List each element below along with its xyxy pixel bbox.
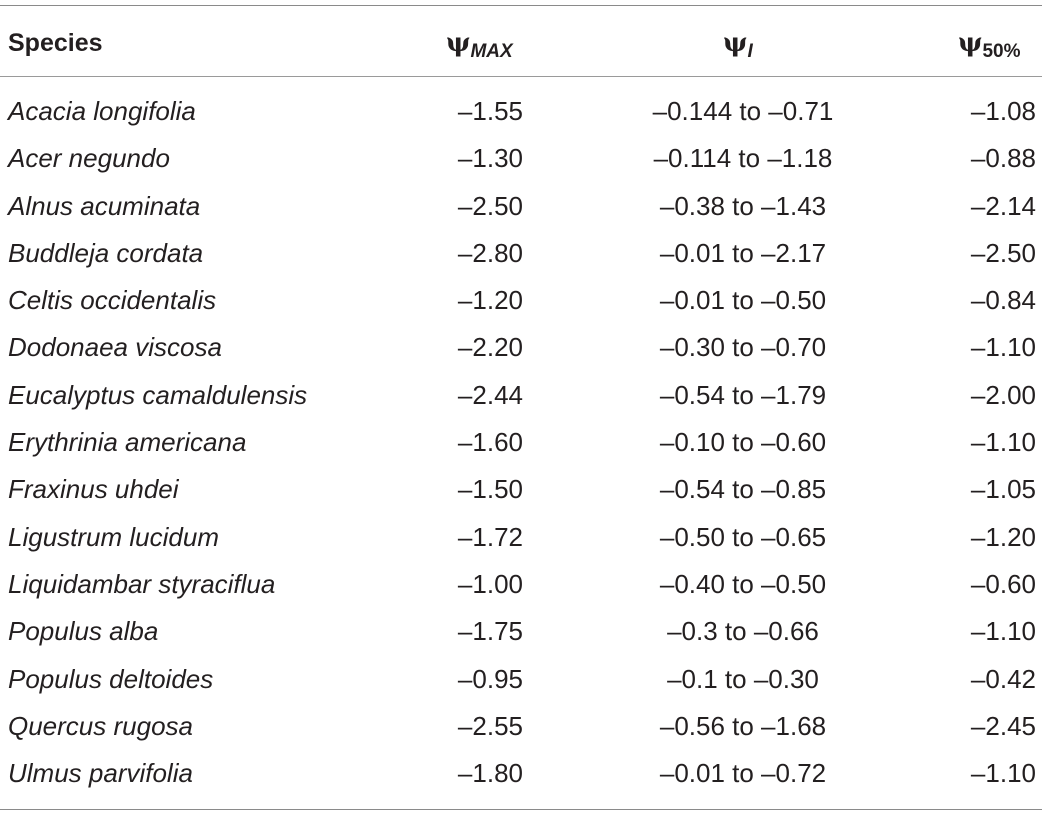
header-psi-max: ψMAX — [446, 22, 513, 67]
header-50-subscript: 50% — [982, 41, 1021, 62]
cell-species: Ulmus parvifolia — [8, 758, 193, 789]
header-psi-50: ψ50% — [958, 22, 1021, 67]
table-row: Fraxinus uhdei –1.50 –0.54 to –0.85 –1.05 — [0, 466, 1042, 513]
cell-psi-max: –2.80 — [457, 237, 523, 268]
cell-species: Quercus rugosa — [8, 710, 193, 741]
psi-symbol: ψ — [958, 28, 983, 58]
table-row: Eucalyptus camaldulensis –2.44 –0.54 to –1… — [0, 372, 1042, 419]
table-row: Quercus rugosa –2.55 –0.56 to –1.68 –2.45 — [0, 703, 1042, 750]
cell-psi-50: –2.00 — [970, 379, 1036, 410]
cell-psi-i: –0.38 to –1.43 — [659, 190, 827, 221]
cell-psi-50: –0.60 — [970, 568, 1036, 599]
cell-species: Populus deltoides — [8, 663, 214, 694]
psi-symbol: ψ — [723, 28, 748, 58]
table-row: Populus alba –1.75 –0.3 to –0.66 –1.10 — [0, 608, 1042, 655]
cell-psi-max: –0.95 — [457, 663, 523, 694]
header-psi-i: ψI — [723, 22, 753, 67]
cell-psi-i: –0.01 to –2.17 — [659, 237, 827, 268]
cell-species: Acer negundo — [8, 143, 170, 174]
cell-psi-i: –0.114 to –1.18 — [653, 143, 833, 174]
cell-species: Buddleja cordata — [8, 237, 204, 268]
cell-psi-max: –1.60 — [457, 427, 523, 458]
cell-psi-max: –1.50 — [457, 474, 523, 505]
cell-species: Fraxinus uhdei — [8, 474, 179, 505]
table-header-row: Species ψMAX ψI ψ50% — [0, 22, 1042, 64]
cell-psi-50: –1.08 — [970, 96, 1036, 126]
cell-psi-i: –0.50 to –0.65 — [659, 521, 827, 552]
cell-psi-i: –0.1 to –0.30 — [667, 663, 819, 694]
cell-psi-i: –0.144 to –0.71 — [652, 96, 834, 126]
cell-psi-i: –0.56 to –1.68 — [659, 710, 827, 741]
cell-psi-50: –1.20 — [970, 521, 1036, 552]
table-row: Populus deltoides –0.95 –0.1 to –0.30 –0.42 — [0, 656, 1042, 703]
cell-species: Populus alba — [8, 616, 159, 647]
cell-psi-i: –0.01 to –0.72 — [659, 758, 827, 789]
cell-psi-50: –1.10 — [970, 332, 1036, 363]
table-row: Celtis occidentalis –1.20 –0.01 to –0.50 –0… — [0, 277, 1042, 324]
cell-psi-i: –0.10 to –0.60 — [659, 427, 827, 458]
cell-psi-i: –0.3 to –0.66 — [667, 616, 819, 647]
table-row: Acacia longifolia –1.55 –0.144 to –0.71 –1.… — [0, 88, 1042, 135]
cell-psi-max: –1.30 — [457, 143, 523, 174]
cell-psi-max: –2.50 — [457, 190, 523, 221]
cell-psi-max: –2.55 — [457, 710, 523, 741]
table-row: Acer negundo –1.30 –0.114 to –1.18 –0.88 — [0, 135, 1042, 182]
cell-psi-max: –1.80 — [457, 758, 523, 789]
cell-psi-50: –0.42 — [970, 663, 1036, 694]
cell-psi-50: –1.05 — [970, 474, 1036, 505]
table-bottom-rule — [0, 809, 1042, 810]
header-i-subscript: I — [747, 41, 753, 62]
table-row: Ulmus parvifolia –1.80 –0.01 to –0.72 –1.10 — [0, 750, 1042, 797]
cell-psi-max: –1.72 — [457, 521, 523, 552]
cell-species: Eucalyptus camaldulensis — [8, 379, 308, 410]
cell-psi-50: –0.88 — [970, 143, 1036, 174]
table-row: Ligustrum lucidum –1.72 –0.50 to –0.65 –1.2… — [0, 514, 1042, 561]
cell-psi-50: –1.10 — [970, 427, 1036, 458]
cell-psi-max: –1.55 — [457, 96, 523, 126]
cell-psi-max: –2.20 — [457, 332, 523, 363]
cell-psi-max: –2.44 — [457, 379, 523, 410]
cell-psi-50: –1.10 — [970, 758, 1036, 789]
cell-species: Ligustrum lucidum — [8, 521, 219, 552]
cell-psi-max: –1.00 — [457, 568, 523, 599]
cell-psi-i: –0.30 to –0.70 — [659, 332, 827, 363]
cell-species: Celtis occidentalis — [8, 285, 217, 316]
cell-psi-i: –0.40 to –0.50 — [659, 568, 827, 599]
table-header-rule — [0, 76, 1042, 77]
cell-species: Liquidambar styraciflua — [8, 568, 276, 599]
table-row: Alnus acuminata –2.50 –0.38 to –1.43 –2.14 — [0, 183, 1042, 230]
header-species: Species — [8, 29, 103, 57]
cell-psi-max: –1.20 — [457, 285, 523, 316]
cell-psi-50: –0.84 — [970, 285, 1036, 316]
cell-psi-50: –1.10 — [970, 616, 1036, 647]
cell-psi-i: –0.01 to –0.50 — [659, 285, 827, 316]
table-body: Acacia longifolia –1.55 –0.144 to –0.71 –1.… — [0, 88, 1042, 797]
cell-psi-50: –2.45 — [970, 710, 1036, 741]
table-row: Liquidambar styraciflua –1.00 –0.40 to –0.… — [0, 561, 1042, 608]
cell-species: Dodonaea viscosa — [8, 332, 222, 363]
cell-psi-50: –2.50 — [970, 237, 1036, 268]
header-max-subscript: MAX — [470, 41, 513, 62]
cell-psi-max: –1.75 — [457, 616, 523, 647]
cell-psi-i: –0.54 to –1.79 — [659, 379, 827, 410]
psi-symbol: ψ — [446, 28, 471, 58]
cell-species: Erythrinia americana — [8, 427, 247, 458]
table-row: Erythrinia americana –1.60 –0.10 to –0.60 –… — [0, 419, 1042, 466]
cell-psi-i: –0.54 to –0.85 — [659, 474, 827, 505]
cell-species: Alnus acuminata — [8, 190, 201, 221]
table-row: Buddleja cordata –2.80 –0.01 to –2.17 –2.50 — [0, 230, 1042, 277]
table-top-rule — [0, 5, 1042, 6]
cell-psi-50: –2.14 — [970, 190, 1036, 221]
cell-species: Acacia longifolia — [8, 96, 196, 126]
table-row: Dodonaea viscosa –2.20 –0.30 to –0.70 –1.10 — [0, 324, 1042, 371]
